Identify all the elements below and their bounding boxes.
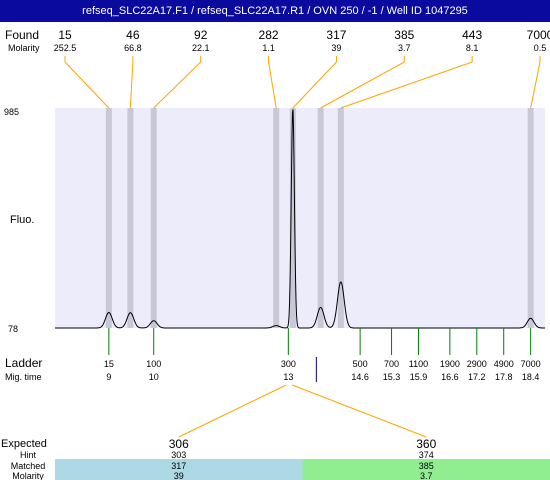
molarity-row-label: Molarity: [8, 43, 40, 53]
peak-connector: [129, 61, 134, 109]
ladder-size-label: 7000: [521, 359, 541, 369]
found-size-label: 282: [259, 28, 279, 42]
found-row-label: Found: [5, 28, 39, 42]
y-tick-min: 78: [8, 324, 18, 334]
ladder-mig-time-label: 14.6: [351, 372, 369, 382]
found-size-label: 46: [126, 28, 140, 42]
ladder-size-label: 1100: [409, 359, 428, 369]
ladder-mig-time-label: 16.6: [441, 372, 459, 382]
mig-time-row-label: Mig. time: [5, 372, 42, 382]
expected-connector: [292, 384, 427, 438]
ladder-mig-time-label: 15.3: [383, 372, 401, 382]
found-size-label: 385: [394, 28, 414, 42]
found-molarity-label: 1.1: [262, 43, 275, 53]
peak-connector: [320, 61, 405, 109]
ladder-size-label: 500: [353, 359, 368, 369]
peak-band: [289, 108, 296, 328]
ladder-size-label: 700: [384, 359, 399, 369]
found-size-label: 92: [194, 28, 208, 42]
plot-area: [55, 108, 545, 328]
found-molarity-label: 66.8: [124, 43, 142, 53]
peak-connector: [292, 61, 337, 109]
expected-size-label: 360: [416, 437, 436, 451]
hint-value: 303: [171, 450, 186, 460]
ladder-size-label: 100: [146, 359, 161, 369]
ladder-mig-time-label: 18.4: [522, 372, 540, 382]
expected-molarity-row-label: Molarity: [12, 471, 44, 480]
matched-row-label: Matched: [11, 461, 46, 471]
peak-band: [337, 108, 344, 328]
peak-band: [105, 108, 112, 328]
ladder-mig-time-label: 17.8: [495, 372, 513, 382]
peak-band: [273, 108, 280, 328]
y-axis-label: Fluo.: [10, 214, 34, 226]
peak-connector: [530, 61, 541, 109]
expected-molarity-value: 39: [174, 471, 184, 480]
peak-connector: [340, 61, 473, 109]
expected-connector: [178, 384, 287, 438]
ladder-row-label: Ladder: [5, 356, 42, 370]
expected-match-fill: [55, 459, 303, 480]
matched-value: 385: [419, 461, 434, 471]
found-size-label: 317: [326, 28, 346, 42]
ladder-mig-time-label: 9: [106, 372, 111, 382]
found-size-label: 443: [462, 28, 482, 42]
found-molarity-label: 22.1: [192, 43, 210, 53]
peak-band: [127, 108, 134, 328]
found-molarity-label: 39: [331, 43, 341, 53]
peak-band: [150, 108, 157, 328]
hint-row-label: Hint: [20, 450, 37, 460]
ladder-size-label: 15: [104, 359, 114, 369]
ladder-size-label: 2900: [467, 359, 487, 369]
peak-connector: [153, 61, 202, 109]
ladder-size-label: 1900: [440, 359, 460, 369]
ladder-mig-time-label: 10: [149, 372, 159, 382]
y-tick-max: 985: [4, 107, 19, 117]
found-molarity-label: 8.1: [466, 43, 479, 53]
expected-size-label: 306: [169, 437, 189, 451]
peak-band: [317, 108, 324, 328]
fluorescence-trace: [55, 109, 545, 329]
expected-molarity-value: 3.7: [420, 471, 433, 480]
ladder-mig-time-label: 15.9: [410, 372, 428, 382]
found-molarity-label: 3.7: [398, 43, 411, 53]
peak-band: [527, 108, 534, 328]
ladder-size-label: 300: [281, 359, 296, 369]
found-molarity-label: 0.5: [534, 43, 547, 53]
found-molarity-label: 252.5: [54, 43, 77, 53]
expected-match-fill: [302, 459, 550, 480]
peak-connector: [64, 61, 110, 109]
ladder-size-label: 4900: [494, 359, 514, 369]
matched-value: 317: [171, 461, 186, 471]
found-size-label: 15: [58, 28, 72, 42]
found-size-label: 7000: [527, 28, 550, 42]
expected-row-label: Expected: [1, 438, 47, 450]
ladder-mig-time-label: 13: [283, 372, 293, 382]
ladder-mig-time-label: 17.2: [468, 372, 486, 382]
peak-connector: [268, 61, 277, 109]
hint-value: 374: [419, 450, 434, 460]
window-title: refseq_SLC22A17.F1 / refseq_SLC22A17.R1 …: [0, 0, 550, 22]
